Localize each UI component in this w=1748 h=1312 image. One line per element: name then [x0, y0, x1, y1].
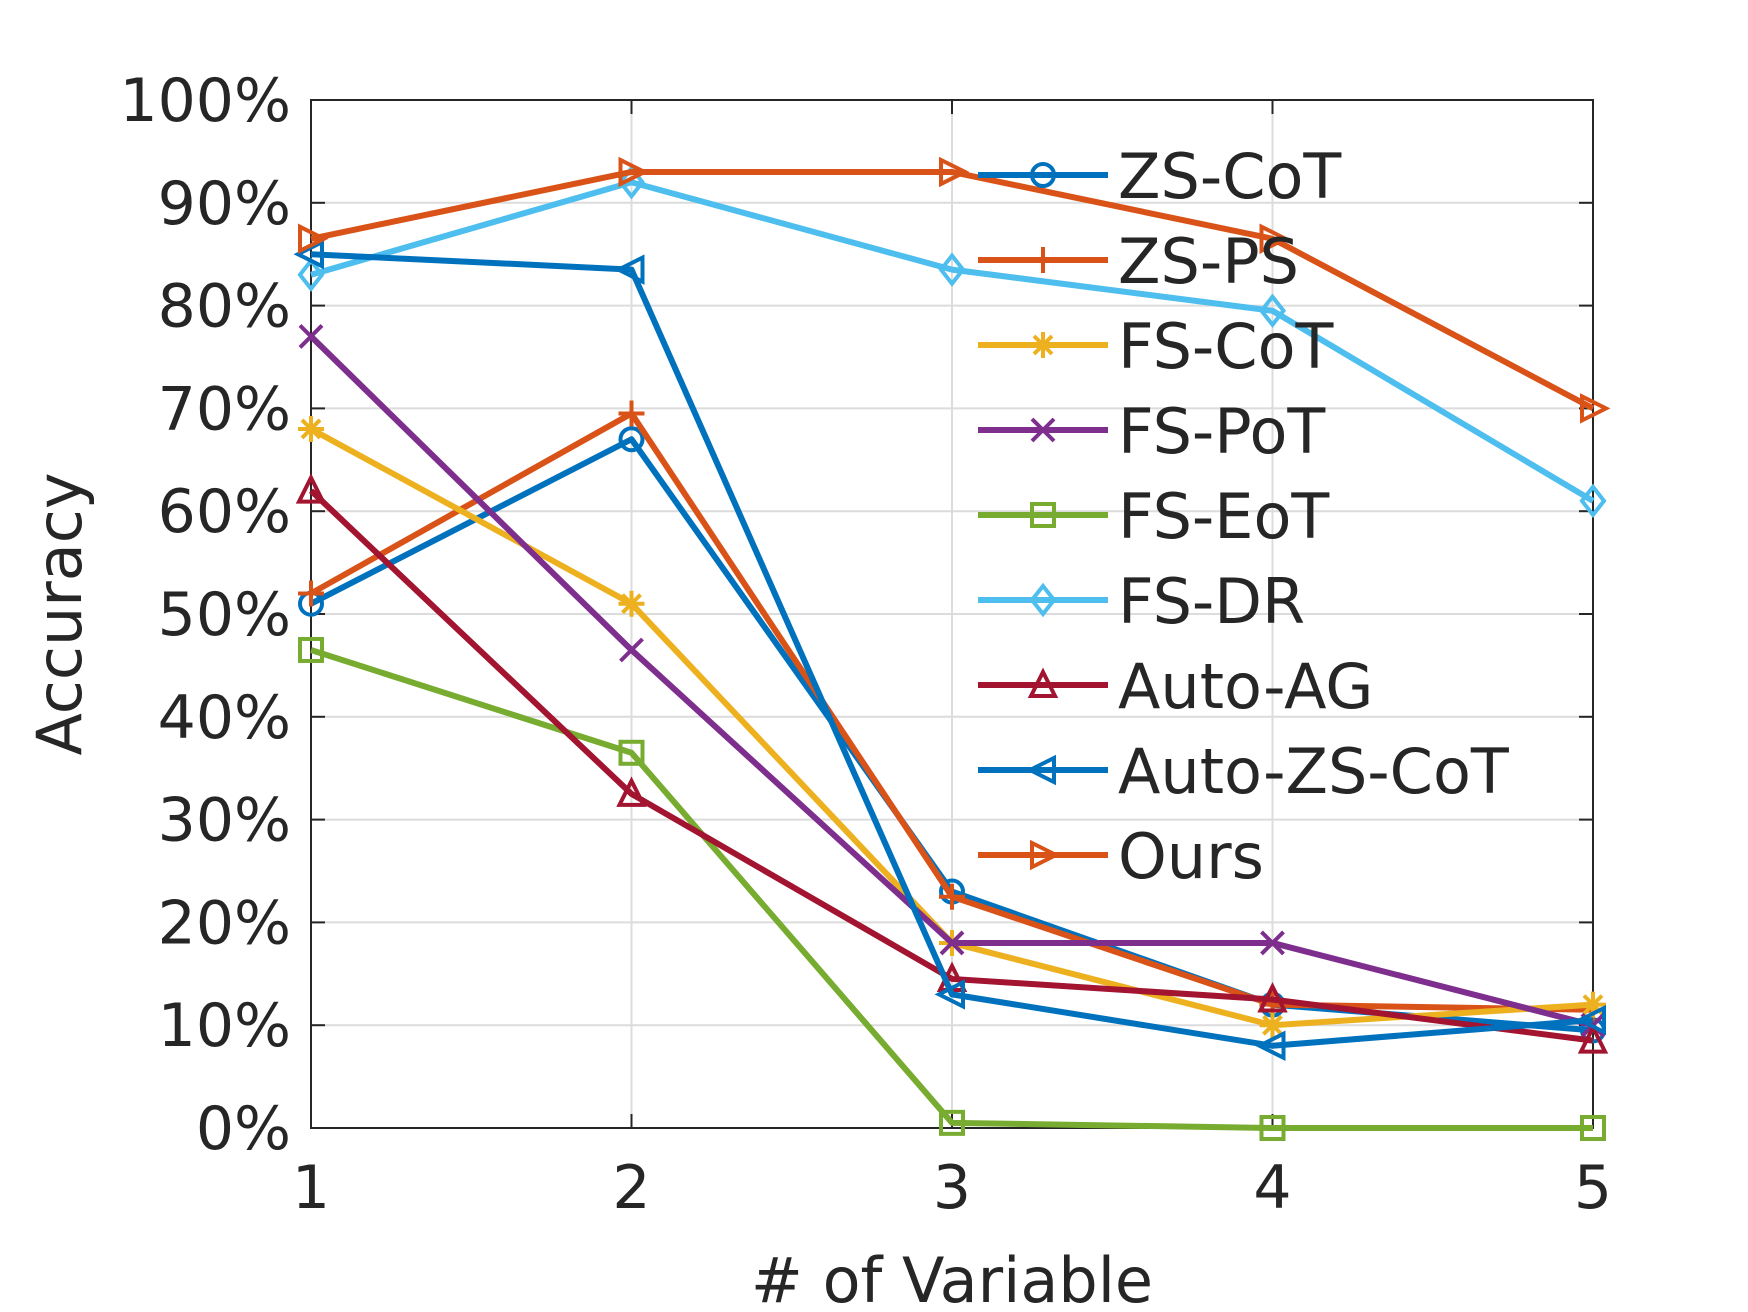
data-point-auto-zs-cot — [614, 254, 645, 285]
y-tick-label: 80% — [158, 272, 291, 342]
legend-marker — [1029, 582, 1057, 618]
legend-label: Auto-ZS-CoT — [1118, 735, 1510, 808]
data-point-fs-dr — [938, 252, 966, 287]
y-axis-ticks: 0% 10% 20% 30% 40% 50% 60% 70% 80% 90% 100% — [119, 66, 1593, 1164]
legend: ZS-CoT ZS-PS FS-CoT FS-PoT FS-EoT FS-DR Auto-A… — [978, 140, 1510, 893]
data-point-auto-zs-cot — [934, 979, 965, 1010]
legend-marker — [1027, 667, 1059, 698]
data-point-ours — [1259, 223, 1290, 255]
legend-label: FS-CoT — [1118, 310, 1335, 383]
data-point-fs-cot — [1580, 991, 1606, 1018]
y-tick-label: 20% — [158, 888, 291, 958]
legend-item-zs-ps: ZS-PS — [978, 225, 1299, 298]
data-point-fs-eot — [1259, 1115, 1286, 1141]
data-point-zs-ps — [298, 580, 324, 607]
y-tick-label: 70% — [158, 374, 291, 444]
data-point-fs-eot — [1580, 1115, 1606, 1141]
data-point-fs-cot — [618, 590, 645, 617]
legend-label: FS-DR — [1118, 565, 1305, 638]
data-point-fs-pot — [298, 324, 324, 349]
data-point-auto-ag — [295, 473, 327, 504]
data-point-fs-dr — [297, 257, 325, 292]
series-line-fs-dr — [310, 179, 1595, 504]
data-point-auto-zs-cot — [293, 238, 324, 270]
data-point-auto-ag — [1577, 1023, 1609, 1054]
legend-item-auto-zs-cot: Auto-ZS-CoT — [978, 735, 1510, 808]
series-line-auto-ag — [308, 488, 1594, 1044]
data-point-auto-zs-cot — [1255, 1030, 1286, 1061]
series-fs-pot — [298, 324, 1606, 1038]
x-tick-label: 3 — [933, 1153, 971, 1223]
series-line-auto-zs-cot — [310, 251, 1594, 1049]
data-point-fs-eot — [618, 739, 645, 766]
x-axis-ticks: 1 2 3 4 5 — [292, 100, 1612, 1223]
legend-marker — [1030, 502, 1056, 528]
data-point-zs-ps — [618, 400, 645, 427]
data-point-auto-ag — [1257, 982, 1288, 1013]
data-point-fs-pot — [939, 930, 965, 956]
y-tick-label: 0% — [196, 1094, 291, 1164]
y-tick-label: 40% — [158, 683, 291, 753]
data-point-fs-eot — [298, 636, 324, 663]
data-point-fs-cot — [298, 415, 324, 442]
data-point-fs-cot — [1259, 1012, 1286, 1039]
data-point-fs-eot — [939, 1109, 965, 1136]
data-point-auto-ag — [616, 776, 647, 807]
y-tick-label: 60% — [158, 477, 291, 547]
legend-marker — [1030, 162, 1056, 188]
y-tick-label: 100% — [119, 66, 291, 136]
y-tick-label: 10% — [158, 991, 291, 1061]
legend-label: ZS-PS — [1118, 225, 1299, 298]
legend-item-auto-ag: Auto-AG — [978, 650, 1373, 723]
legend-marker — [1025, 754, 1056, 786]
legend-marker — [1030, 417, 1056, 443]
series-line-fs-eot — [310, 647, 1593, 1131]
data-point-auto-zs-cot — [1575, 1004, 1606, 1036]
legend-item-zs-cot: ZS-CoT — [978, 140, 1342, 213]
legend-item-fs-cot: FS-CoT — [978, 310, 1335, 383]
data-point-ours — [618, 156, 649, 188]
data-point-zs-cot — [618, 426, 645, 453]
y-tick-label: 90% — [158, 169, 291, 239]
legend-marker — [1030, 247, 1056, 273]
data-point-fs-dr — [1258, 293, 1287, 328]
data-point-fs-dr — [1579, 483, 1607, 519]
series-layer — [293, 156, 1611, 1141]
x-tick-label: 5 — [1574, 1153, 1612, 1223]
series-auto-zs-cot — [293, 238, 1606, 1061]
data-point-fs-pot — [1260, 930, 1285, 956]
series-fs-dr — [297, 165, 1607, 519]
data-point-ours — [939, 156, 970, 188]
data-point-fs-dr — [617, 165, 646, 200]
x-tick-label: 1 — [292, 1153, 330, 1223]
y-tick-label: 50% — [158, 580, 291, 650]
series-fs-eot — [298, 636, 1606, 1141]
data-point-ours — [298, 223, 329, 255]
data-point-zs-ps — [939, 883, 965, 910]
legend-marker — [1030, 332, 1056, 358]
legend-label: ZS-CoT — [1118, 140, 1342, 213]
legend-item-fs-dr: FS-DR — [978, 565, 1305, 638]
legend-item-fs-pot: FS-PoT — [978, 395, 1326, 468]
data-point-ours — [1580, 393, 1611, 424]
legend-marker — [1030, 839, 1061, 871]
legend-label: Ours — [1118, 820, 1264, 893]
legend-item-fs-eot: FS-EoT — [978, 480, 1330, 553]
legend-label: FS-EoT — [1118, 480, 1330, 553]
series-ours — [298, 156, 1611, 424]
x-tick-label: 2 — [612, 1153, 650, 1223]
x-axis-title: # of Variable — [751, 1244, 1153, 1312]
y-axis-title: Accuracy — [23, 472, 96, 755]
series-line-ours — [310, 168, 1595, 412]
legend-label: FS-PoT — [1118, 395, 1326, 468]
x-tick-label: 4 — [1253, 1153, 1291, 1223]
legend-item-ours: Ours — [978, 820, 1264, 893]
series-auto-ag — [295, 473, 1609, 1054]
legend-label: Auto-AG — [1118, 650, 1373, 723]
data-point-fs-pot — [619, 637, 644, 663]
y-tick-label: 30% — [158, 786, 291, 856]
